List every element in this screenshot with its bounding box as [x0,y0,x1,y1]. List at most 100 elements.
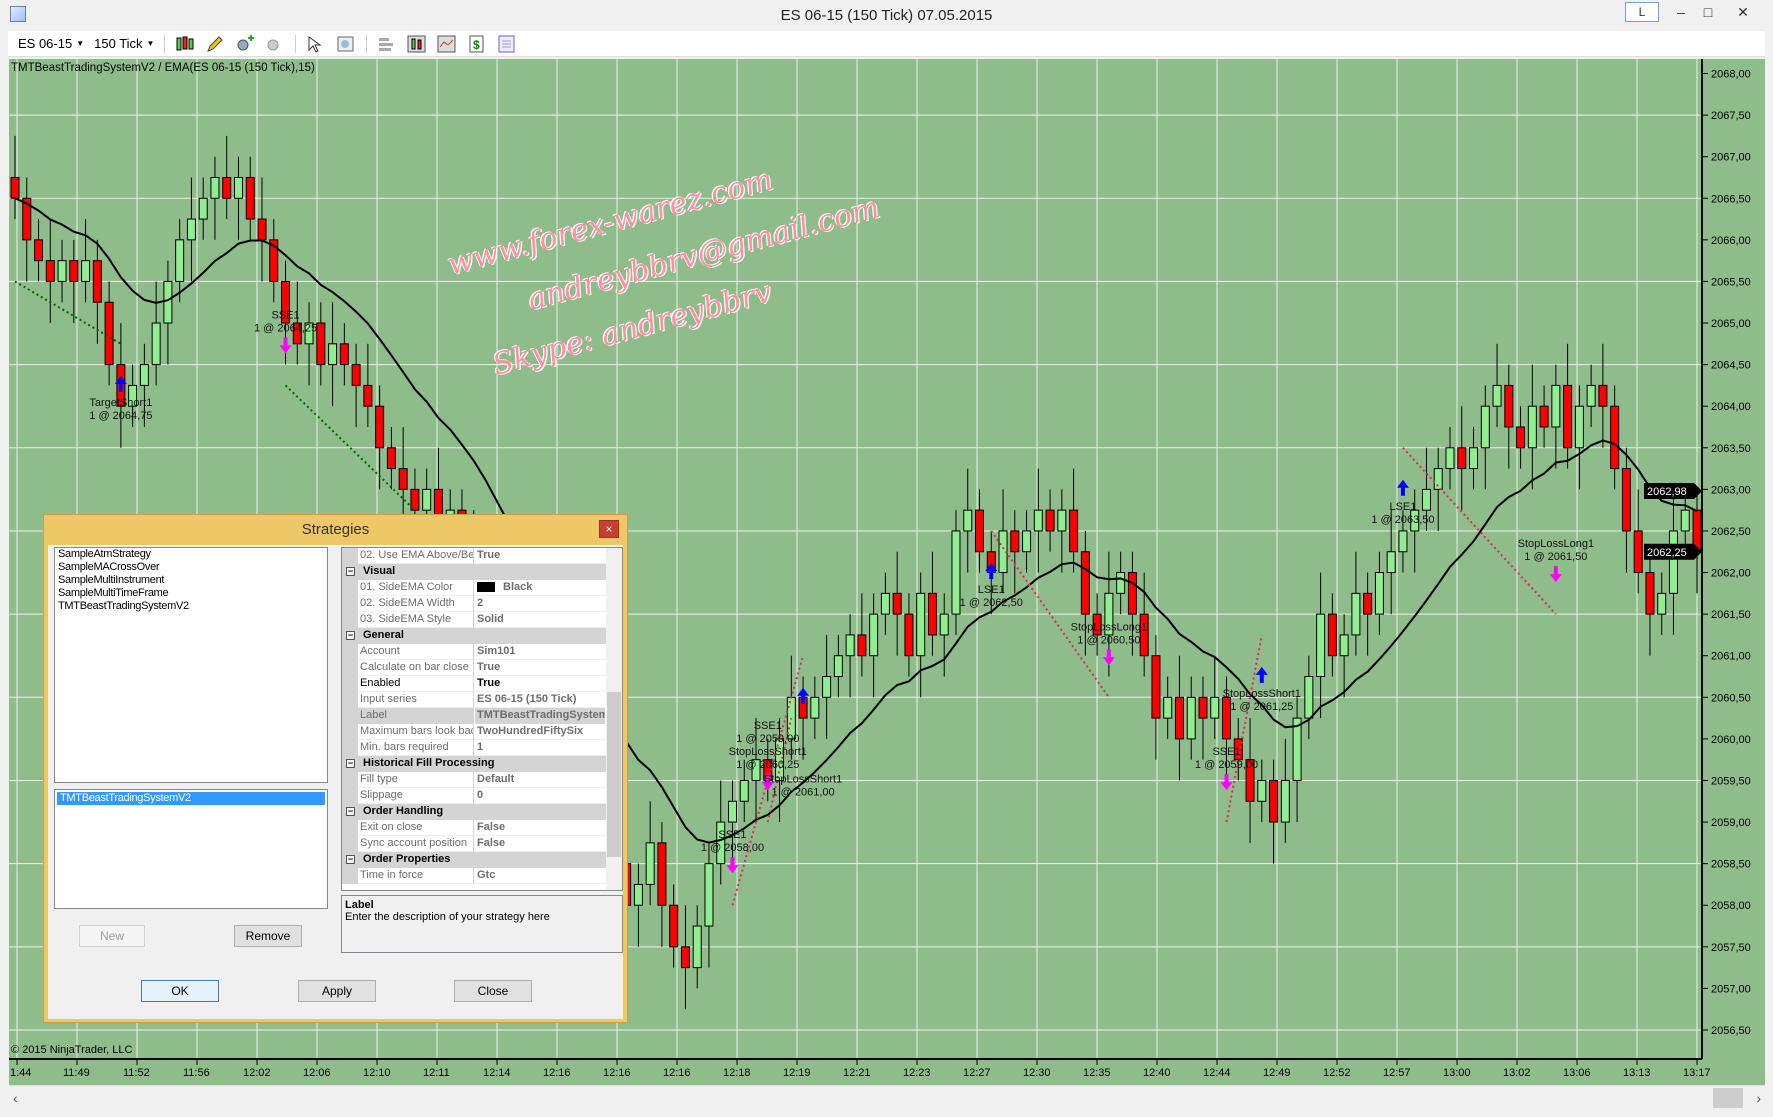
candle [92,239,102,344]
candle-body [751,759,761,781]
candle-body [128,384,138,407]
category-fill[interactable]: − Historical Fill Processing [342,756,622,772]
property-value[interactable]: False [477,821,506,833]
candle [1692,489,1702,594]
signal-label: 1 @ 2058,00 [701,842,764,854]
instrument-dropdown[interactable]: ES 06-15 ▼ [18,36,84,51]
property-value[interactable]: Solid [477,613,504,625]
candle [1280,738,1290,843]
time-tick-label: 12:35 [1083,1067,1111,1079]
chart-style-icon[interactable] [175,35,195,53]
data-box-icon[interactable] [336,35,356,53]
new-button[interactable]: New [79,925,145,947]
candle [1598,343,1608,448]
scroll-right-icon[interactable]: › [1756,1090,1761,1106]
list-item[interactable]: TMTBeastTradingSystemV2 [58,600,189,612]
candle-body [1563,384,1573,449]
strategies-icon[interactable] [437,35,457,53]
property-value[interactable]: False [477,837,506,849]
property-value[interactable]: ES 06-15 (150 Tick) [477,693,577,705]
property-value[interactable]: Black [475,580,605,596]
time-tick-label: 12:21 [843,1067,871,1079]
price-tick-label: 2062,00 [1711,568,1751,580]
zoom-out-icon[interactable] [265,35,285,53]
candle [951,510,961,635]
ema-line [14,197,1698,844]
category-visual[interactable]: − Visual [342,564,622,580]
property-value[interactable]: Sim101 [477,645,516,657]
drawing-pencil-icon[interactable] [205,35,225,53]
arrow-down-icon [1102,649,1115,666]
candle [1480,385,1490,490]
time-tick-label: 12:16 [603,1067,631,1079]
apply-button[interactable]: Apply [298,980,376,1002]
list-item[interactable]: SampleMultiTimeFrame [58,587,169,599]
price-flag-label: 2062,25 [1647,547,1687,559]
dollar-icon[interactable]: $ [467,35,487,53]
horizontal-scrollbar[interactable]: ‹ › [9,1085,1765,1109]
candle-body [1657,592,1667,615]
property-grid[interactable]: 02. Use EMA Above/Be True − Visual 01. Sid… [341,547,623,891]
list-item[interactable]: SampleMACrossOver [58,561,160,573]
zoom-in-icon[interactable] [235,34,255,53]
collapse-icon[interactable]: − [346,854,355,864]
remove-button[interactable]: Remove [234,925,302,947]
maximize-icon[interactable]: □ [1703,4,1713,20]
ok-button[interactable]: OK [141,980,219,1002]
candle-body [1186,696,1196,740]
property-value[interactable]: 1 [477,741,484,753]
dialog-close-button[interactable]: × [599,520,619,538]
property-value[interactable]: 0 [477,789,484,801]
collapse-icon[interactable]: − [346,566,355,576]
candle-body [257,218,267,241]
property-grid-scrollbar[interactable] [606,548,622,890]
candle [692,905,702,989]
candle [292,281,302,365]
minimize-icon[interactable]: – [1677,4,1685,20]
candle-body [245,176,255,220]
indicators-icon[interactable] [407,35,427,53]
interval-dropdown[interactable]: 150 Tick ▼ [94,36,154,51]
configured-strategies-list[interactable]: TMTBeastTradingSystemV2 [54,789,328,909]
candle-body [1363,592,1373,615]
property-value[interactable]: True [477,549,501,561]
pointer-icon[interactable] [306,35,326,53]
collapse-icon[interactable]: − [346,630,355,640]
collapse-icon[interactable]: − [346,806,355,816]
category-general[interactable]: − General [342,628,622,644]
list-item-selected[interactable]: TMTBeastTradingSystemV2 [57,792,325,805]
close-window-icon[interactable]: ✕ [1737,4,1749,20]
time-tick-label: 12:06 [303,1067,331,1079]
layout-button[interactable]: L [1625,2,1659,22]
property-value[interactable]: 2 [477,597,484,609]
candle [163,260,173,365]
list-item[interactable]: SampleMultiInstrument [58,574,165,586]
close-button[interactable]: Close [454,980,532,1002]
chart-canvas[interactable]: 2068,00 2067,50 2067,00 2066,50 2066,00 2065,… [9,59,1765,1085]
scroll-left-icon[interactable]: ‹ [13,1090,18,1106]
property-name: Slippage [358,788,474,804]
app-chart-icon [10,6,26,22]
property-value[interactable]: Gtc [477,869,496,881]
templates-icon[interactable] [497,35,517,53]
property-value[interactable]: True [477,677,501,689]
candle [645,801,655,906]
scroll-thumb[interactable] [607,692,621,857]
category-order-properties[interactable]: − Order Properties [342,852,622,868]
price-tick-label: 2061,50 [1711,609,1751,621]
available-strategies-list[interactable]: SampleAtmStrategy SampleMACrossOver Samp… [54,547,328,783]
properties-icon[interactable] [377,35,397,53]
candle [1633,489,1643,594]
property-value[interactable]: True [477,661,501,673]
list-item[interactable]: SampleAtmStrategy [58,548,151,560]
scroll-thumb[interactable] [1713,1088,1743,1108]
property-value[interactable]: Default [477,773,515,785]
property-value[interactable]: TMTBeastTradingSystemV2 [475,708,605,724]
candle [939,593,949,677]
toolbar-divider [295,34,297,53]
property-value[interactable]: TwoHundredFiftySix [477,725,584,737]
collapse-icon[interactable]: − [346,758,355,768]
candle [727,780,737,864]
candle [1492,343,1502,427]
category-order-handling[interactable]: − Order Handling [342,804,622,820]
